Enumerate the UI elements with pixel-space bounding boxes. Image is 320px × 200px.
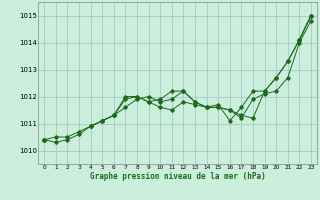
- X-axis label: Graphe pression niveau de la mer (hPa): Graphe pression niveau de la mer (hPa): [90, 172, 266, 181]
